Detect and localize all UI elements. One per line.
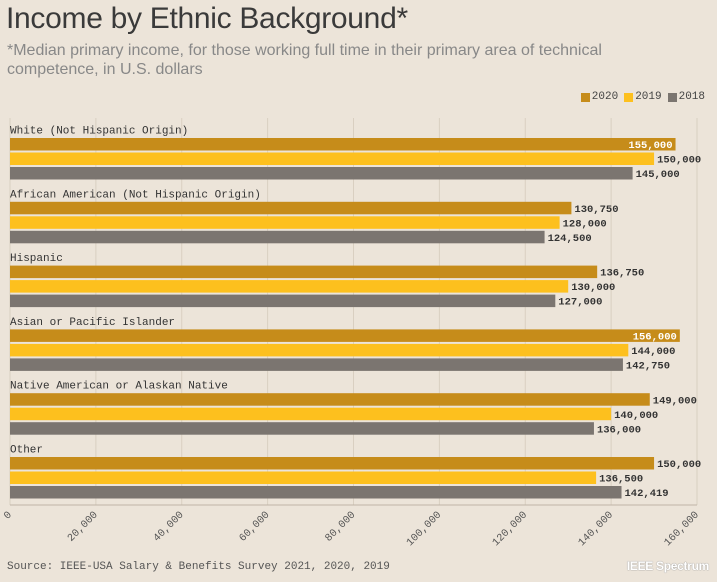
bar-2020 (10, 457, 655, 470)
data-label-2018: 124,500 (548, 233, 592, 245)
bar-2019 (10, 407, 612, 421)
bar-2020 (10, 138, 676, 151)
data-label-2018: 142,750 (626, 360, 670, 372)
legend: 2020 2019 2018 (580, 91, 705, 103)
data-label-2019: 136,500 (599, 474, 643, 486)
legend-swatch-2020 (580, 92, 590, 102)
x-tick-label: 140,000 (576, 509, 616, 549)
x-tick-label: 60,000 (237, 509, 272, 544)
legend-label-2019: 2019 (635, 91, 662, 103)
bar-2019 (10, 216, 560, 229)
legend-item-2018: 2018 (667, 91, 705, 103)
data-label-2018: 127,000 (558, 297, 602, 309)
data-label-2019: 144,000 (631, 346, 675, 358)
bar-2020 (10, 265, 598, 279)
data-label-2020: 155,000 (628, 140, 672, 152)
data-label-2019: 150,000 (657, 155, 701, 167)
data-label-2020: 130,750 (574, 204, 618, 216)
data-label-2019: 140,000 (614, 410, 658, 422)
x-tick-label: 80,000 (323, 509, 358, 544)
legend-item-2019: 2019 (624, 91, 662, 103)
data-label-2020: 150,000 (657, 459, 701, 471)
chart-title: Income by Ethnic Background* (6, 2, 408, 35)
data-label-2018: 142,419 (625, 488, 669, 500)
bar-2018 (10, 230, 545, 244)
bar-2019 (10, 343, 629, 357)
data-label-2018: 145,000 (636, 169, 680, 181)
legend-item-2020: 2020 (580, 91, 619, 103)
bar-2018 (10, 422, 594, 435)
x-tick-label: 120,000 (490, 509, 530, 549)
bar-2019 (10, 152, 655, 165)
category-label: Hispanic (10, 253, 63, 265)
bar-2019 (10, 280, 569, 293)
bar-2018 (10, 486, 622, 499)
x-tick-label: 0 (2, 509, 15, 522)
bar-2018 (10, 358, 623, 371)
x-tick-label: 160,000 (662, 509, 702, 549)
legend-swatch-2018 (667, 92, 677, 102)
data-label-2020: 136,750 (600, 268, 644, 280)
bar-2018 (10, 294, 556, 308)
bar-2019 (10, 471, 597, 484)
data-label-2019: 130,000 (571, 282, 615, 294)
brand-logo: IEEE Spectrum (626, 559, 709, 573)
chart-subtitle: *Median primary income, for those workin… (7, 42, 602, 78)
bar-2018 (10, 167, 633, 180)
legend-label-2018: 2018 (678, 91, 705, 103)
data-label-2020: 156,000 (633, 331, 677, 343)
data-label-2019: 128,000 (563, 218, 607, 230)
legend-swatch-2019 (624, 92, 634, 102)
bar-2020 (10, 329, 680, 342)
bar-2020 (10, 393, 650, 406)
x-tick-label: 100,000 (405, 509, 445, 549)
source-note: Source: IEEE-USA Salary & Benefits Surve… (7, 561, 390, 573)
x-tick-label: 40,000 (151, 509, 186, 544)
category-label: African American (Not Hispanic Origin) (10, 189, 261, 201)
bar-2020 (10, 201, 572, 215)
category-label: Asian or Pacific Islander (10, 317, 175, 329)
data-label-2020: 149,000 (653, 395, 697, 407)
x-tick-label: 20,000 (65, 509, 100, 544)
data-label-2018: 136,000 (597, 424, 641, 436)
category-label: Other (10, 445, 43, 457)
legend-label-2020: 2020 (591, 91, 619, 103)
category-label: White (Not Hispanic Origin) (10, 126, 188, 138)
category-label: Native American or Alaskan Native (10, 381, 228, 393)
